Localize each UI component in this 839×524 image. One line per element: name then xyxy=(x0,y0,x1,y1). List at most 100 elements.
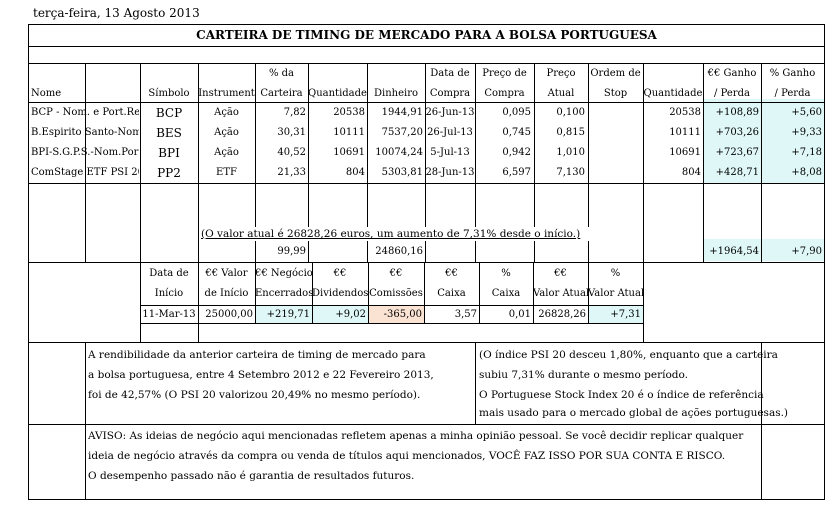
cell-instrumento: Ação xyxy=(214,147,239,158)
gain-highlight xyxy=(703,99,824,183)
valor-atual-pct-highlight xyxy=(588,305,643,323)
summary-header: €€ xyxy=(333,268,347,279)
summary-header: €€ Valor xyxy=(205,268,248,279)
summary-header: €€ xyxy=(554,268,567,279)
cell-preco-compra: 0,745 xyxy=(502,127,531,138)
cell-quantidade-2: 804 xyxy=(681,167,701,178)
comissoes-highlight xyxy=(368,305,424,323)
summary-header: % xyxy=(501,268,511,279)
cell-dinheiro: 7537,20 xyxy=(381,127,423,138)
header-ganho-eur-1: €€ Ganho xyxy=(707,68,757,79)
cell-quantidade: 20538 xyxy=(333,107,365,118)
summary-header: Início xyxy=(154,288,184,299)
summary-header: Valor Atual xyxy=(533,288,588,299)
header-preco-compra-2: Compra xyxy=(484,88,525,99)
summary-header: €€ xyxy=(445,268,458,279)
summary-value-caixa-pct: 0,01 xyxy=(508,309,531,320)
header-stop-2: Stop xyxy=(603,88,628,99)
cell-carteira: 40,52 xyxy=(277,147,306,158)
cell-simbolo: BPI xyxy=(158,146,180,160)
cell-simbolo: BCP xyxy=(155,106,183,120)
summary-value-comissoes: -365,00 xyxy=(383,309,422,320)
cell-dinheiro: 10074,24 xyxy=(375,147,423,158)
summary-value-caixa: 3,57 xyxy=(454,309,477,320)
dividendos-highlight xyxy=(312,305,368,323)
note-line: (O índice PSI 20 desceu 1,80%, enquanto … xyxy=(479,349,778,361)
cell-data: 5-Jul-13 xyxy=(430,147,470,158)
note-line: foi de 42,57% (O PSI 20 valorizou 20,49%… xyxy=(88,389,421,401)
summary-value-data-inicio: 11-Mar-13 xyxy=(142,309,196,320)
cell-quantidade: 10691 xyxy=(333,147,365,158)
cell-simbolo: PP2 xyxy=(157,166,181,180)
header-nome: Nome xyxy=(31,88,62,99)
header-quantidade: Quantidade xyxy=(308,88,367,99)
cell-carteira: 21,33 xyxy=(277,167,306,178)
note-line: O Portuguese Stock Index 20 é o índice d… xyxy=(479,389,764,401)
cell-carteira: 30,31 xyxy=(277,127,306,138)
cell-ganho-pct: +9,33 xyxy=(791,127,822,138)
cell-quantidade-2: 20538 xyxy=(669,107,701,118)
cell-dinheiro: 5303,81 xyxy=(381,167,423,178)
summary-sentence: (O valor atual é 26828,26 euros, um aume… xyxy=(201,227,601,241)
portfolio-sheet: CARTEIRA DE TIMING DE MERCADO PARA A BOL… xyxy=(28,24,825,500)
cell-ganho-pct: +8,08 xyxy=(791,167,822,178)
summary-value-valor-atual-pct: +7,31 xyxy=(610,309,641,320)
summary-value-dividendos: +9,02 xyxy=(335,309,366,320)
cell-data: 26-Jun-13 xyxy=(425,107,475,118)
cell-preco-atual: 7,130 xyxy=(556,167,585,178)
cell-quantidade: 10111 xyxy=(333,127,365,138)
header-preco-atual-2: Atual xyxy=(547,88,575,99)
summary-value-negocios: +219,71 xyxy=(266,309,310,320)
cell-preco-atual: 1,010 xyxy=(556,147,585,158)
date-label: terça-feira, 13 Agosto 2013 xyxy=(33,6,200,20)
summary-header: % xyxy=(610,268,621,279)
header-quantidade-2: Quantidade xyxy=(643,88,703,99)
note-line: mais usado para o mercado global de açõe… xyxy=(479,407,789,419)
cell-preco-atual: 0,815 xyxy=(556,127,585,138)
note-line: a bolsa portuguesa, entre 4 Setembro 201… xyxy=(88,369,434,381)
header-ganho-pct-2: / Perda xyxy=(774,88,811,99)
summary-value-valor-atual: 26828,26 xyxy=(538,309,586,320)
cell-nome: BCP - Nom. e Port.Re xyxy=(31,107,139,118)
header-dinheiro: Dinheiro xyxy=(373,88,418,99)
cell-preco-compra: 0,942 xyxy=(502,147,531,158)
cell-instrumento: Ação xyxy=(214,107,239,118)
header-preco-atual-1: Preço xyxy=(546,68,576,79)
disclaimer-line: ideia de negócio através da compra ou ve… xyxy=(88,450,726,462)
summary-header: de Início xyxy=(204,288,249,299)
summary-header: Valor Atual xyxy=(588,288,643,299)
header-simbolo: Símbolo xyxy=(148,88,190,99)
summary-header: Data de xyxy=(149,268,189,279)
cell-preco-atual: 0,100 xyxy=(556,107,585,118)
summary-value-valor-inicio: 25000,00 xyxy=(205,309,253,320)
cell-nome: BPI-S.G.P.S.-Nom.Por xyxy=(31,147,139,158)
cell-instrumento: Ação xyxy=(214,127,239,138)
header-carteira-1: % da xyxy=(268,68,295,79)
header-instrumento: Instrument xyxy=(198,88,255,99)
total-carteira: 99,99 xyxy=(277,246,306,257)
cell-preco-compra: 6,597 xyxy=(502,167,531,178)
disclaimer-line: AVISO: As ideias de negócio aqui mencion… xyxy=(88,430,744,442)
cell-ganho-eur: +108,89 xyxy=(715,107,759,118)
cell-ganho-pct: +5,60 xyxy=(791,107,822,118)
header-carteira-2: Carteira xyxy=(260,88,303,99)
summary-header: Encerrados xyxy=(255,288,312,299)
negocios-highlight xyxy=(255,305,312,323)
header-data-compra-1: Data de xyxy=(430,68,470,79)
summary-header: Caixa xyxy=(437,288,466,299)
header-stop-1: Ordem de xyxy=(590,68,641,79)
summary-header: Dividendos xyxy=(312,288,368,299)
total-ganho-eur: +1964,54 xyxy=(709,246,759,257)
cell-quantidade-2: 10111 xyxy=(669,127,701,138)
cell-preco-compra: 0,095 xyxy=(502,107,531,118)
cell-quantidade-2: 10691 xyxy=(669,147,701,158)
cell-data: 28-Jun-13 xyxy=(425,167,475,178)
disclaimer-line: O desempenho passado não é garantia de r… xyxy=(88,470,415,482)
cell-quantidade: 804 xyxy=(345,167,365,178)
summary-header: €€ Negócios xyxy=(255,268,312,279)
header-preco-compra-1: Preço de xyxy=(482,68,527,79)
note-line: subiu 7,31% durante o mesmo período. xyxy=(479,369,688,381)
note-line: A rendibilidade da anterior carteira de … xyxy=(88,349,426,361)
cell-ganho-eur: +703,26 xyxy=(715,127,759,138)
cell-nome: B.Espirito Santo-Nom xyxy=(31,127,139,138)
